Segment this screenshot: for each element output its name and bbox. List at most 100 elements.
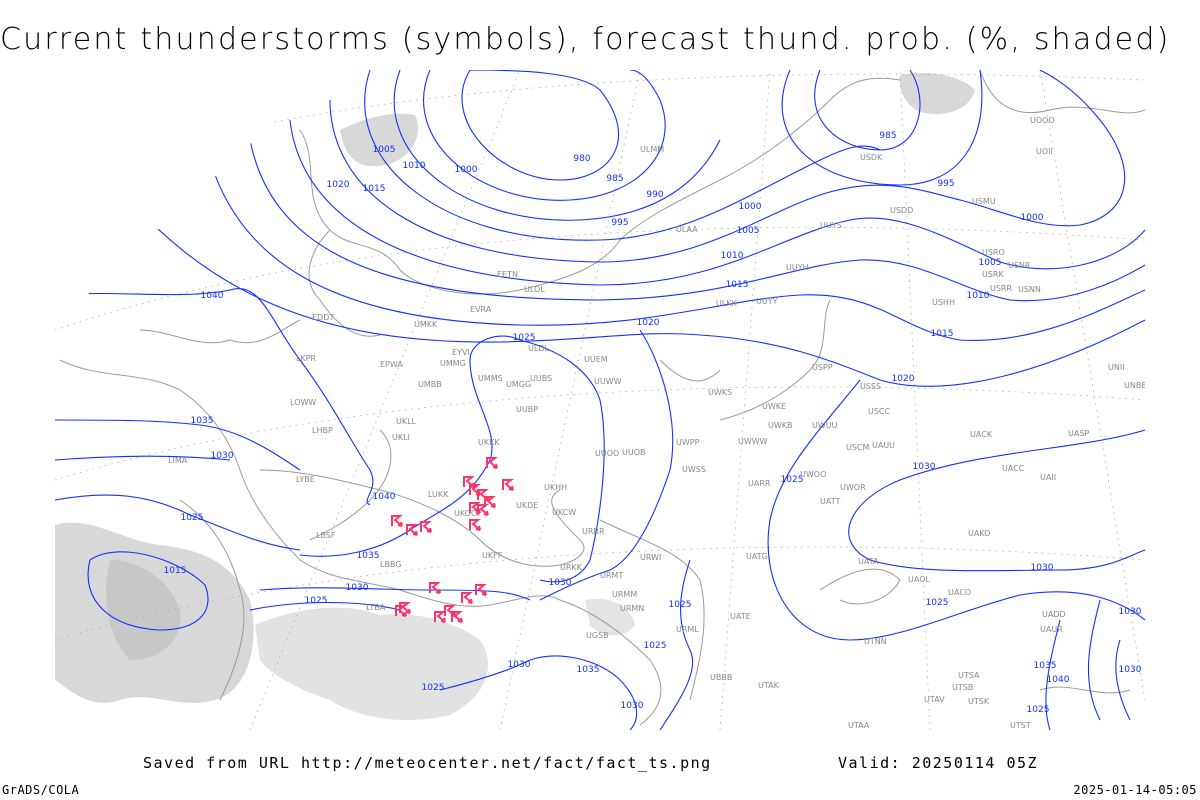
station-label: UNBB	[1124, 381, 1147, 390]
station-label: UASP	[1068, 429, 1089, 438]
isobar-label: 1000	[739, 202, 762, 212]
station-label: UWOR	[840, 483, 866, 492]
isobar-label: 1035	[577, 665, 600, 675]
station-label: UKHH	[544, 483, 567, 492]
station-label: UTNN	[864, 637, 887, 646]
station-label: USDD	[890, 206, 913, 215]
isobar-label: 1025	[305, 596, 328, 606]
station-label: UUBP	[516, 405, 538, 414]
isobar-label: 1030	[346, 583, 369, 593]
station-label: UATG	[746, 552, 768, 561]
isobar-label: 1030	[549, 578, 572, 588]
station-label: UKLI	[392, 433, 410, 442]
station-label: UWWW	[738, 437, 768, 446]
station-label: UOOO	[1030, 116, 1055, 125]
isobar-label: 1025	[513, 333, 536, 343]
coastlines-and-borders	[59, 70, 1145, 726]
isobar-label: 1040	[1047, 675, 1070, 685]
station-label: UUBS	[530, 374, 552, 383]
software-credit: GrADS/COLA	[2, 783, 80, 797]
station-label: UKCW	[552, 508, 576, 517]
thunderstorm-icon	[475, 584, 487, 596]
station-label: UAOL	[908, 575, 930, 584]
isobar-label: 1005	[373, 145, 396, 155]
isobar-label: 1020	[327, 180, 350, 190]
station-label: UUWW	[594, 377, 622, 386]
station-label: UWSS	[682, 465, 706, 474]
lat-lon-grid	[55, 70, 1145, 730]
station-label: UTAK	[758, 681, 780, 690]
station-label: LOWW	[290, 398, 316, 407]
isobar-label: 1020	[892, 374, 915, 384]
station-label: EVRA	[470, 305, 492, 314]
station-label: USMU	[972, 197, 996, 206]
thunderstorm-icon	[477, 504, 489, 516]
isobar-label: 1035	[191, 416, 214, 426]
station-label: UAKO	[968, 529, 990, 538]
isobar-label: 1030	[1119, 665, 1142, 675]
station-label: ULMM	[640, 145, 664, 154]
isobar-label: 1025	[669, 600, 692, 610]
station-label: UADD	[1042, 610, 1066, 619]
isobar-label: 995	[611, 218, 628, 228]
station-label: USPP	[812, 363, 833, 372]
station-label: UTAV	[924, 695, 945, 704]
isobar-label: 1020	[637, 318, 660, 328]
isobars	[55, 70, 1145, 730]
thunderstorm-icon	[502, 479, 514, 491]
isobar-label: 1025	[926, 598, 949, 608]
thunderstorm-icon	[391, 515, 403, 527]
station-label: URMN	[620, 604, 644, 613]
station-label: UACC	[1002, 464, 1025, 473]
station-label: UKDE	[516, 501, 538, 510]
thunderstorm-icon	[429, 582, 441, 594]
station-label: USNR	[1008, 261, 1031, 270]
thunderstorm-icon	[420, 521, 432, 533]
station-label: UTST	[1010, 721, 1031, 730]
thunderstorm-icon	[395, 605, 407, 617]
station-label: ULAA	[676, 225, 698, 234]
thunderstorm-icon	[406, 524, 418, 536]
station-label: ULDL	[528, 344, 549, 353]
thunderstorm-icon	[434, 611, 446, 623]
station-label: EPWA	[380, 360, 403, 369]
station-label: UUEM	[584, 355, 608, 364]
station-label: UMMG	[440, 359, 466, 368]
isobar-label: 1030	[913, 462, 936, 472]
station-label: UAII	[1040, 473, 1056, 482]
isobar-label: 990	[646, 190, 663, 200]
isobar-label: 1015	[164, 566, 187, 576]
station-label: URMM	[612, 590, 637, 599]
station-label: UOII	[1036, 147, 1053, 156]
station-label: UATE	[730, 612, 751, 621]
isobar-label: 1025	[781, 475, 804, 485]
station-label: UMBB	[418, 380, 442, 389]
isobar-label: 1015	[363, 184, 386, 194]
isobar-label: 1010	[721, 251, 744, 261]
isobar-label: 1035	[1034, 661, 1057, 671]
isobar-label: 985	[879, 131, 896, 141]
station-label: URWI	[640, 553, 661, 562]
generation-timestamp: 2025-01-14-05:05	[1073, 783, 1197, 797]
station-label: USDK	[860, 153, 883, 162]
station-label: EETN	[497, 270, 518, 279]
station-label: LBBG	[380, 560, 402, 569]
isobar-label: 1025	[644, 641, 667, 651]
thunderstorm-icon	[451, 611, 463, 623]
isobar-label: 1010	[967, 291, 990, 301]
station-label: LKPR	[296, 354, 317, 363]
station-label: LYBE	[296, 475, 315, 484]
station-label: UTAA	[848, 721, 870, 730]
station-label: LTBA	[366, 603, 386, 612]
station-label: UUYH	[786, 263, 809, 272]
station-label: UMKK	[414, 320, 438, 329]
isobar-label: 1040	[201, 291, 224, 301]
isobar-label: 1025	[181, 513, 204, 523]
isobar-label: 1000	[1021, 213, 1044, 223]
station-label: UKLL	[396, 417, 417, 426]
station-label: LBSF	[316, 531, 336, 540]
isobar-label: 1005	[737, 226, 760, 236]
station-label: UNII	[1108, 363, 1125, 372]
isobar-label: 1030	[211, 451, 234, 461]
